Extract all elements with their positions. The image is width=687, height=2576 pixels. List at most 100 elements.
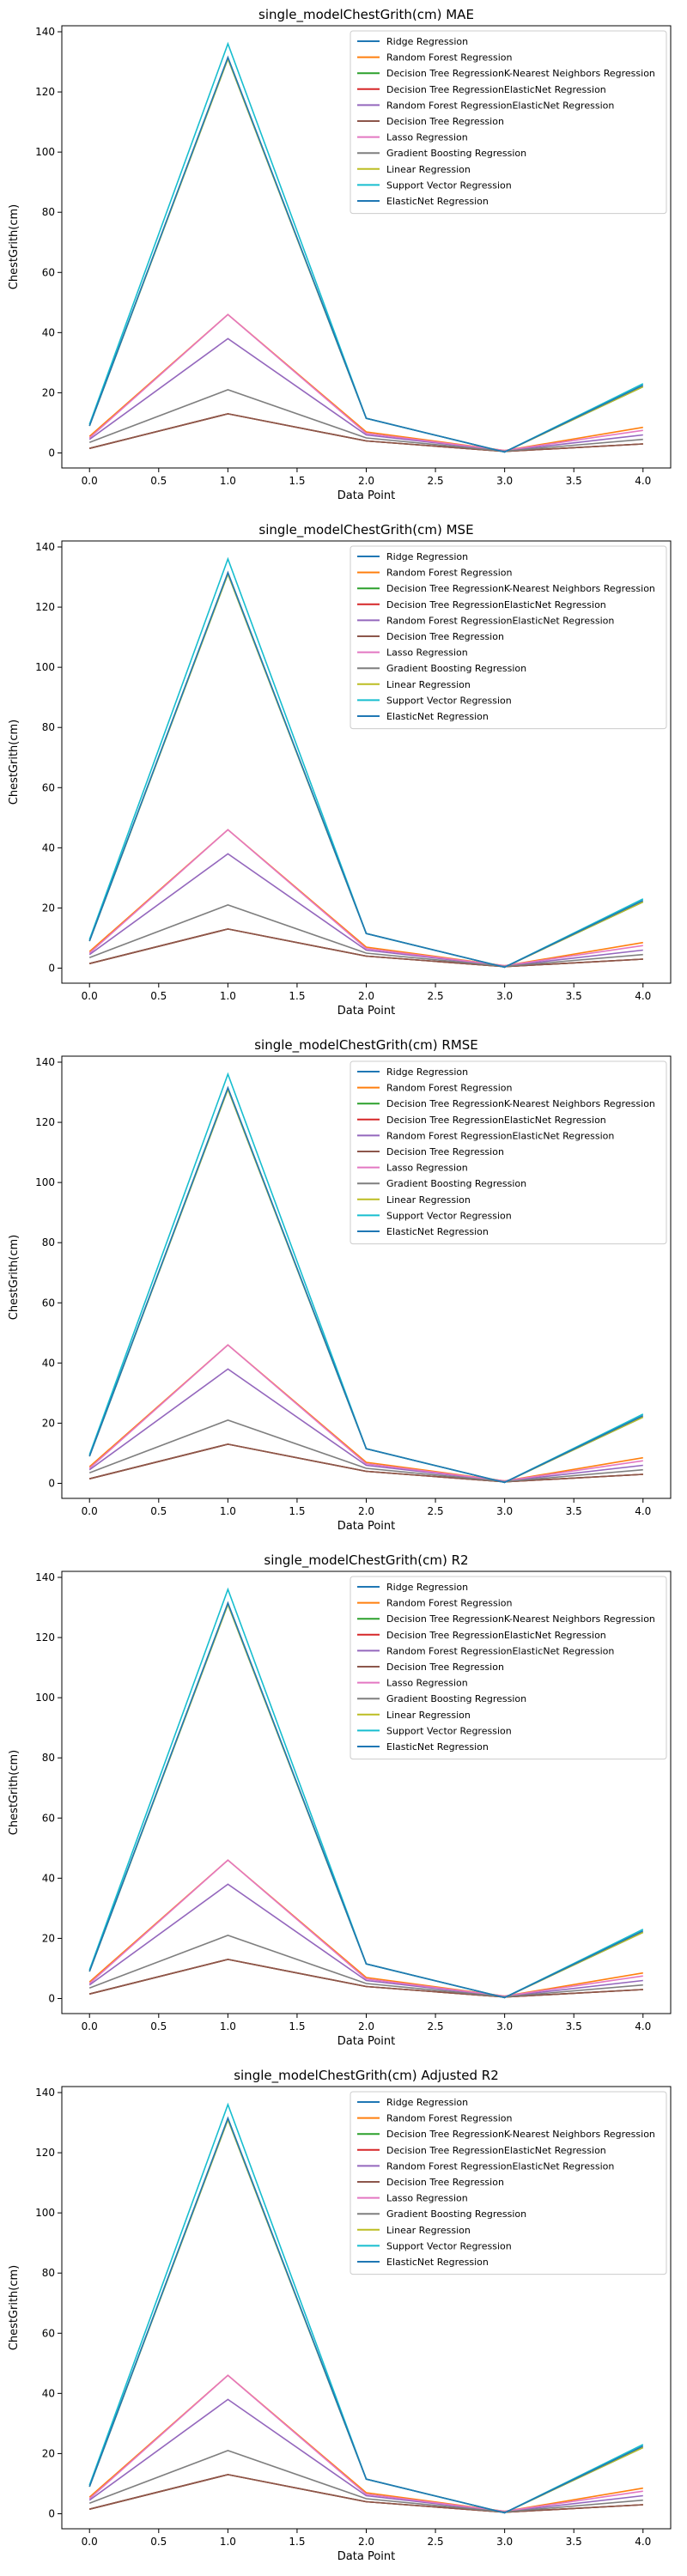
y-tick-label: 140 xyxy=(35,1056,55,1068)
legend-entry: Random Forest Regression xyxy=(386,568,512,579)
y-tick-label: 40 xyxy=(42,841,55,854)
y-tick-label: 60 xyxy=(42,1297,55,1309)
y-tick-label: 0 xyxy=(48,447,55,459)
y-axis-label: ChestGrith(cm) xyxy=(8,720,21,805)
series-lines xyxy=(88,556,644,969)
legend-entry: ElasticNet Regression xyxy=(386,711,489,722)
legend-box xyxy=(350,30,667,215)
legend-entry: Decision Tree Regression xyxy=(386,116,504,127)
legend-entry: Decision Tree RegressionK-Nearest Neighb… xyxy=(386,1098,655,1109)
y-tick-label: 140 xyxy=(35,26,55,38)
chart-title: single_modelChestGrith(cm) Adjusted R2 xyxy=(234,2068,499,2084)
y-tick-label: 60 xyxy=(42,266,55,278)
y-tick-label: 140 xyxy=(35,1571,55,1583)
series-line xyxy=(88,55,644,453)
legend-entry: ElasticNet Regression xyxy=(386,2257,489,2268)
legend-entry: Decision Tree Regression xyxy=(386,1662,504,1673)
series-line xyxy=(88,337,643,452)
x-tick-label: 2.0 xyxy=(358,1505,374,1517)
chart-panel-4: single_modelChestGrith(cm) Adjusted R2 0.… xyxy=(8,2068,672,2563)
series-line xyxy=(88,829,643,967)
x-axis-label: Data Point xyxy=(337,2035,395,2048)
legend-entry: Random Forest RegressionElasticNet Regre… xyxy=(386,615,614,626)
legend: Ridge Regression Random Forest Regression… xyxy=(350,545,667,730)
y-tick-label: 0 xyxy=(48,962,55,974)
x-tick-label: 0.0 xyxy=(82,2536,98,2548)
legend: Ridge Regression Random Forest Regression… xyxy=(350,30,667,215)
x-tick-label: 0.0 xyxy=(82,2020,98,2032)
y-tick-label: 60 xyxy=(42,2327,55,2339)
y-tick-label: 120 xyxy=(35,1631,55,1643)
legend-entry: ElasticNet Regression xyxy=(386,196,489,207)
legend-entry: Linear Regression xyxy=(386,1194,471,1206)
y-tick-label: 20 xyxy=(42,1417,55,1429)
x-tick-label: 1.5 xyxy=(289,2020,305,2032)
x-tick-label: 1.0 xyxy=(220,475,236,487)
chart-panel-3: single_modelChestGrith(cm) R2 0.0 0.5 1.0 1.… xyxy=(8,1552,672,2048)
y-axis-label: ChestGrith(cm) xyxy=(8,204,21,290)
y-tick-label: 40 xyxy=(42,326,55,338)
legend-entry: Ridge Regression xyxy=(386,551,468,562)
legend-entry: Gradient Boosting Regression xyxy=(386,663,526,674)
y-tick-label: 140 xyxy=(35,2087,55,2099)
legend-entry: Ridge Regression xyxy=(386,1582,468,1593)
series-line xyxy=(88,313,643,452)
series-line xyxy=(88,2374,643,2512)
x-tick-label: 0.5 xyxy=(150,1505,167,1517)
series-line xyxy=(89,928,643,968)
legend-entry: Support Vector Regression xyxy=(386,695,512,706)
x-tick-label: 0.0 xyxy=(82,1505,98,1517)
x-tick-label: 1.5 xyxy=(289,475,305,487)
x-axis-label: Data Point xyxy=(337,1520,395,1533)
x-tick-label: 1.0 xyxy=(220,2536,236,2548)
y-tick-label: 0 xyxy=(48,1477,55,1489)
legend-entry: Lasso Regression xyxy=(386,132,468,143)
series-line xyxy=(88,2398,643,2512)
series-line xyxy=(89,1959,643,1998)
x-tick-label: 4.0 xyxy=(635,1505,651,1517)
legend-entry: Decision Tree RegressionElasticNet Regre… xyxy=(386,84,606,95)
series-line xyxy=(88,1883,643,1997)
chart-title: single_modelChestGrith(cm) MSE xyxy=(258,522,473,538)
legend-entry: Support Vector Regression xyxy=(386,2240,512,2251)
x-tick-label: 2.0 xyxy=(358,2536,374,2548)
y-tick-label: 120 xyxy=(35,86,55,98)
legend-entry: Ridge Regression xyxy=(386,1066,468,1078)
legend-entry: Lasso Regression xyxy=(386,647,468,659)
y-tick-label: 0 xyxy=(48,2507,55,2519)
series-line xyxy=(88,313,643,452)
chart-title: single_modelChestGrith(cm) RMSE xyxy=(254,1037,478,1054)
series-lines xyxy=(88,1072,644,1484)
x-tick-label: 0.5 xyxy=(150,2536,167,2548)
legend-entry: Linear Regression xyxy=(386,164,471,175)
x-tick-label: 0.5 xyxy=(150,990,167,1002)
legend: Ridge Regression Random Forest Regression… xyxy=(350,2091,667,2275)
y-tick-label: 80 xyxy=(42,2267,55,2279)
series-line xyxy=(88,1859,643,1997)
legend-entry: Decision Tree RegressionElasticNet Regre… xyxy=(386,599,606,611)
legend-entry: Decision Tree Regression xyxy=(386,631,504,642)
series-line xyxy=(89,413,643,453)
x-tick-label: 2.0 xyxy=(358,475,374,487)
legend: Ridge Regression Random Forest Regression… xyxy=(350,1060,667,1245)
series-lines xyxy=(88,1587,644,1999)
y-tick-label: 40 xyxy=(42,1872,55,1884)
y-tick-label: 20 xyxy=(42,1932,55,1944)
y-tick-label: 80 xyxy=(42,206,55,218)
legend-entry: Random Forest Regression xyxy=(386,52,512,64)
x-tick-label: 2.5 xyxy=(428,2020,444,2032)
legend-entry: ElasticNet Regression xyxy=(386,1226,489,1237)
legend-entry: Random Forest Regression xyxy=(386,1083,512,1094)
x-tick-label: 0.5 xyxy=(150,475,167,487)
x-tick-label: 3.0 xyxy=(496,2536,513,2548)
x-tick-label: 2.5 xyxy=(428,990,444,1002)
series-line xyxy=(89,1443,643,1483)
y-axis-label: ChestGrith(cm) xyxy=(8,1750,21,1836)
x-tick-label: 1.5 xyxy=(289,990,305,1002)
x-tick-label: 3.5 xyxy=(566,990,582,1002)
legend-entry: Lasso Regression xyxy=(386,1163,468,1174)
y-tick-label: 120 xyxy=(35,601,55,613)
series-line xyxy=(89,2474,643,2513)
x-tick-label: 1.0 xyxy=(220,2020,236,2032)
